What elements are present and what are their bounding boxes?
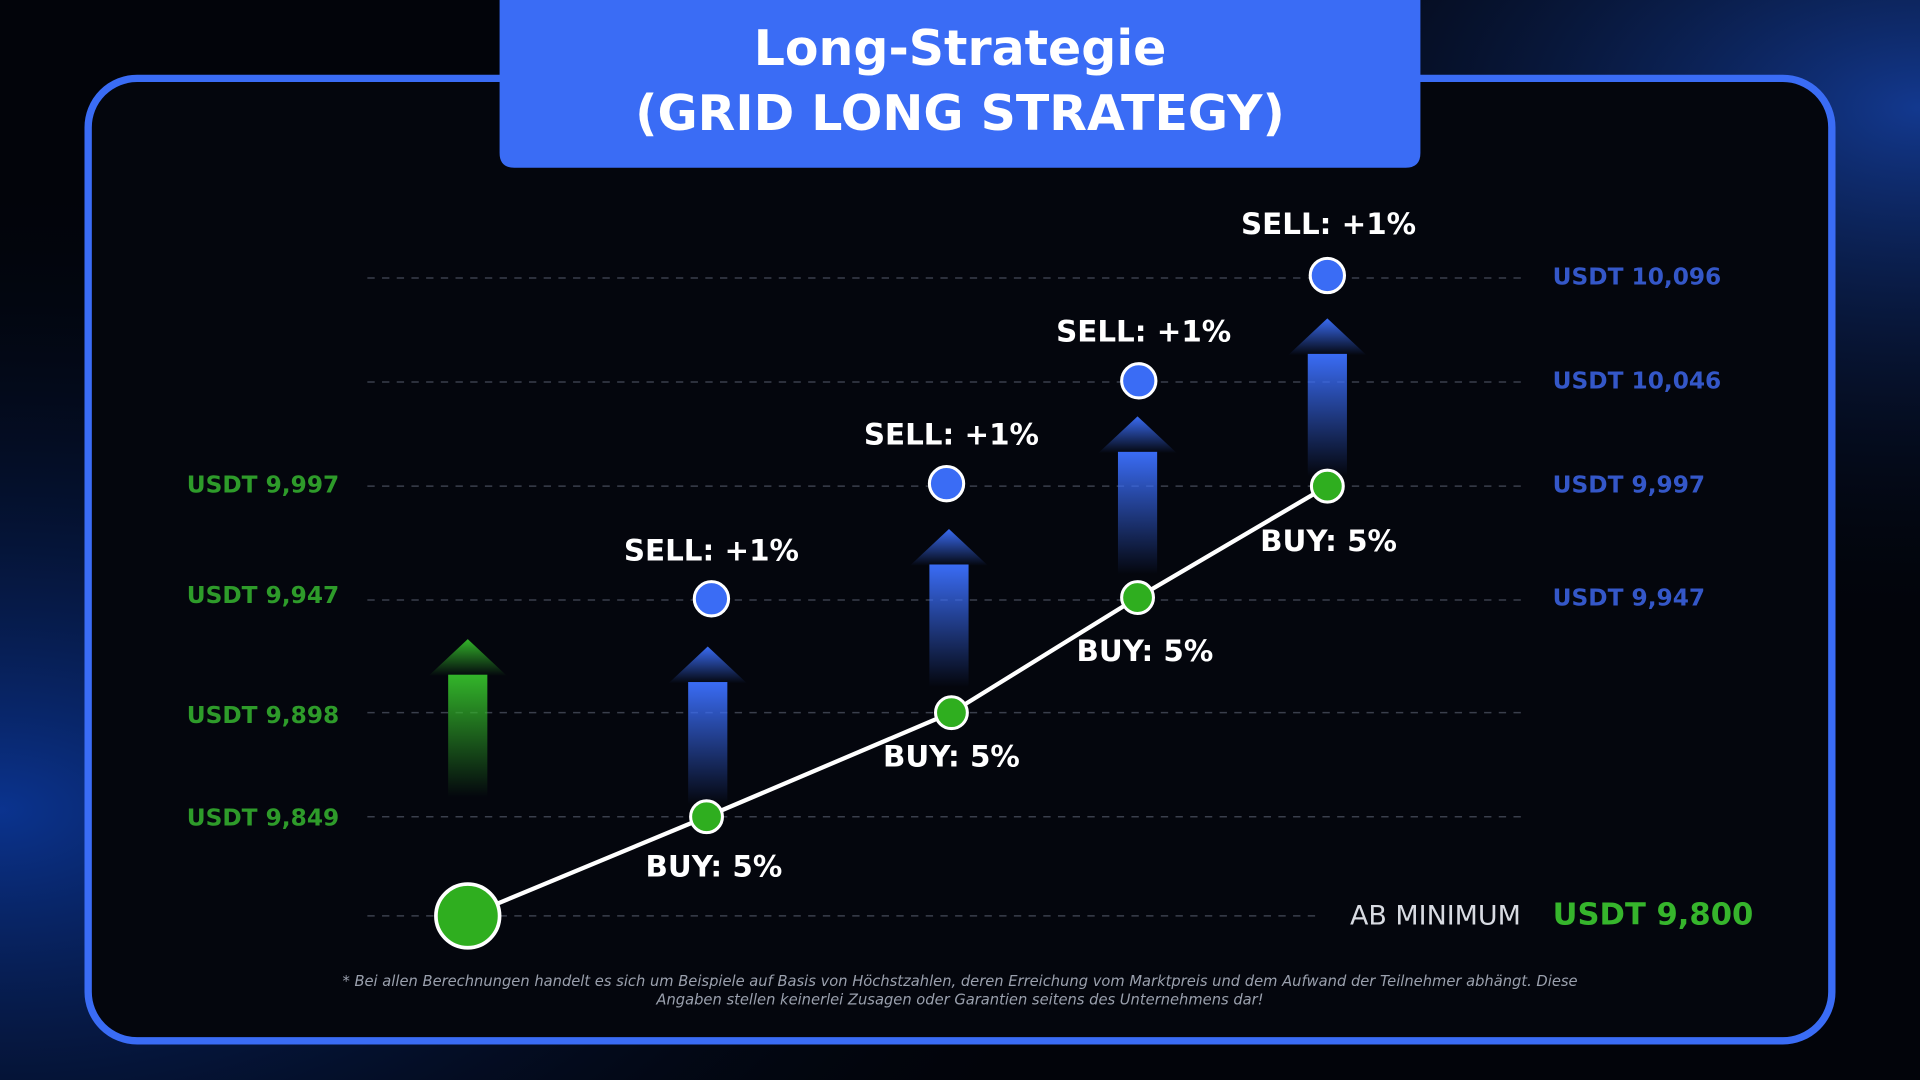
buy-point bbox=[434, 882, 502, 950]
title-box bbox=[499, 0, 1421, 168]
sell-label: SELL: +1% bbox=[864, 417, 1039, 451]
minimum-value: USDT 9,800 bbox=[1553, 897, 1754, 932]
level-label: USDT 10,096 bbox=[1553, 263, 1722, 290]
disclaimer: Angaben stellen keinerlei Zusagen oder G… bbox=[655, 991, 1263, 1008]
buy-point bbox=[689, 799, 724, 835]
sell-point bbox=[692, 580, 731, 618]
level-label: USDT 10,046 bbox=[1553, 368, 1722, 395]
buy-point bbox=[1120, 580, 1155, 615]
sell-point bbox=[1120, 362, 1158, 400]
buy-point bbox=[933, 695, 969, 731]
title: (GRID LONG STRATEGY) bbox=[635, 85, 1285, 142]
sell-label: SELL: +1% bbox=[1056, 315, 1231, 349]
buy-label: BUY: 5% bbox=[1076, 634, 1213, 668]
level-label: USDT 9,947 bbox=[1553, 584, 1705, 611]
buy-label: BUY: 5% bbox=[1260, 524, 1397, 558]
sell-label: SELL: +1% bbox=[1241, 207, 1416, 241]
level-label: USDT 9,997 bbox=[1553, 472, 1705, 499]
level-label: USDT 9,898 bbox=[187, 702, 339, 729]
level-label: USDT 9,997 bbox=[187, 472, 339, 499]
buy-point bbox=[1309, 468, 1345, 504]
sell-point bbox=[1308, 256, 1347, 295]
sell-point bbox=[927, 465, 966, 503]
sell-label: SELL: +1% bbox=[624, 534, 799, 568]
minimum-label: AB MINIMUM bbox=[1350, 901, 1521, 932]
buy-label: BUY: 5% bbox=[645, 850, 782, 884]
disclaimer: * Bei allen Berechnungen handelt es sich… bbox=[342, 973, 1577, 990]
title: Long-Strategie bbox=[754, 20, 1167, 77]
level-label: USDT 9,947 bbox=[187, 582, 339, 609]
level-label: USDT 9,849 bbox=[187, 805, 339, 832]
buy-label: BUY: 5% bbox=[883, 739, 1020, 773]
